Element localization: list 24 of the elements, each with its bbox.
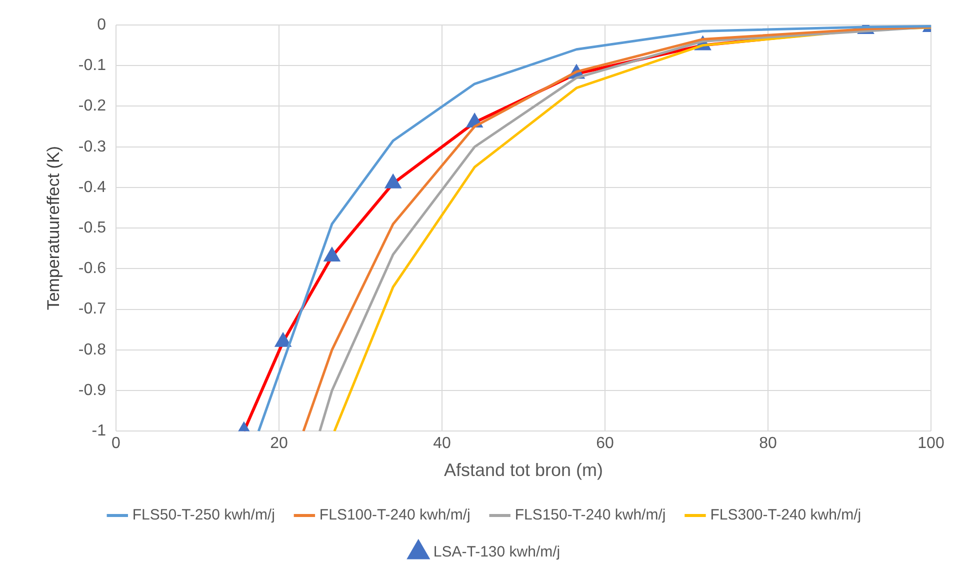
x-tick-label: 60: [596, 435, 614, 452]
y-tick-label: -0.4: [78, 178, 106, 196]
x-tick-label: 0: [112, 435, 121, 452]
y-tick-label: -0.6: [78, 260, 106, 278]
legend-label: FLS150-T-240 kwh/m/j: [514, 506, 666, 524]
y-axis-title: Temperatuureffect (K): [44, 146, 63, 310]
y-tick-label: -1: [92, 422, 106, 440]
x-tick-label: 100: [918, 435, 944, 452]
y-tick-label: -0.8: [78, 341, 106, 358]
y-tick-label: -0.5: [78, 220, 106, 237]
x-tick-label: 40: [433, 435, 451, 452]
y-tick-label: -0.9: [78, 382, 106, 399]
x-tick-label: 80: [759, 435, 777, 452]
y-tick-label: -0.7: [78, 300, 106, 318]
y-tick-label: -0.1: [78, 57, 106, 74]
legend-label: FLS100-T-240 kwh/m/j: [319, 506, 470, 524]
y-tick-label: 0: [97, 16, 106, 34]
x-tick-label: 20: [270, 435, 288, 452]
legend-label: FLS300-T-240 kwh/m/j: [710, 506, 862, 524]
legend-label: FLS50-T-250 kwh/m/j: [132, 506, 275, 524]
y-tick-label: -0.3: [78, 138, 106, 156]
y-tick-label: -0.2: [78, 98, 106, 115]
legend-label: LSA-T-130 kwh/m/j: [433, 544, 560, 561]
x-axis-title: Afstand tot bron (m): [444, 460, 604, 480]
